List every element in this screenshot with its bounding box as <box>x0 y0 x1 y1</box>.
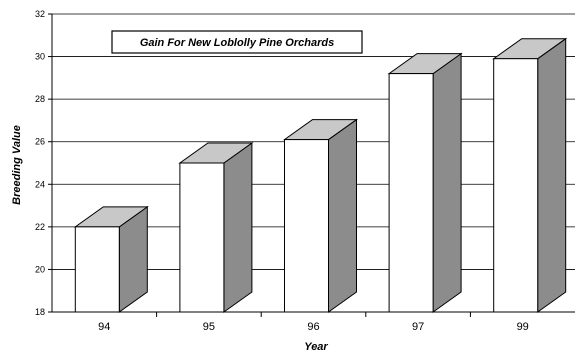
y-tick-label: 28 <box>35 94 45 104</box>
bar-front-95 <box>179 162 225 313</box>
y-tick-label: 32 <box>35 9 45 19</box>
bar-side-99 <box>537 37 567 313</box>
y-axis-ticks: 18 20 22 24 26 28 30 32 <box>35 9 52 317</box>
bar-front-94 <box>74 226 120 313</box>
bar-94 <box>73 205 149 313</box>
bars <box>73 37 568 313</box>
chart-title-box: Gain For New Loblolly Pine Orchards <box>111 30 363 54</box>
bar-front-99 <box>493 58 539 313</box>
y-tick-label: 30 <box>35 52 45 62</box>
bar-side-97 <box>432 52 462 313</box>
y-tick-label: 24 <box>35 179 45 189</box>
bar-front-97 <box>388 73 434 313</box>
bar-front-96 <box>284 139 329 313</box>
x-axis-categories: 94 95 96 97 99 <box>98 312 529 333</box>
bar-99 <box>492 37 568 313</box>
chart-title: Gain For New Loblolly Pine Orchards <box>140 37 334 49</box>
bar-96 <box>282 118 359 313</box>
x-category-label: 95 <box>203 321 215 333</box>
x-category-label: 94 <box>98 321 110 333</box>
bar-97 <box>387 52 463 313</box>
y-tick-label: 26 <box>35 137 45 147</box>
x-category-label: 99 <box>517 321 529 333</box>
bar-95 <box>178 142 254 313</box>
x-category-label: 96 <box>307 321 319 333</box>
y-tick-label: 20 <box>35 264 45 274</box>
bar-side-95 <box>223 142 253 313</box>
x-axis-title: Year <box>304 341 328 353</box>
x-category-label: 97 <box>412 321 424 333</box>
y-tick-label: 18 <box>35 307 45 317</box>
y-axis-title: Breeding Value <box>11 125 23 205</box>
bar-side-96 <box>328 118 357 313</box>
y-tick-label: 22 <box>35 222 45 232</box>
